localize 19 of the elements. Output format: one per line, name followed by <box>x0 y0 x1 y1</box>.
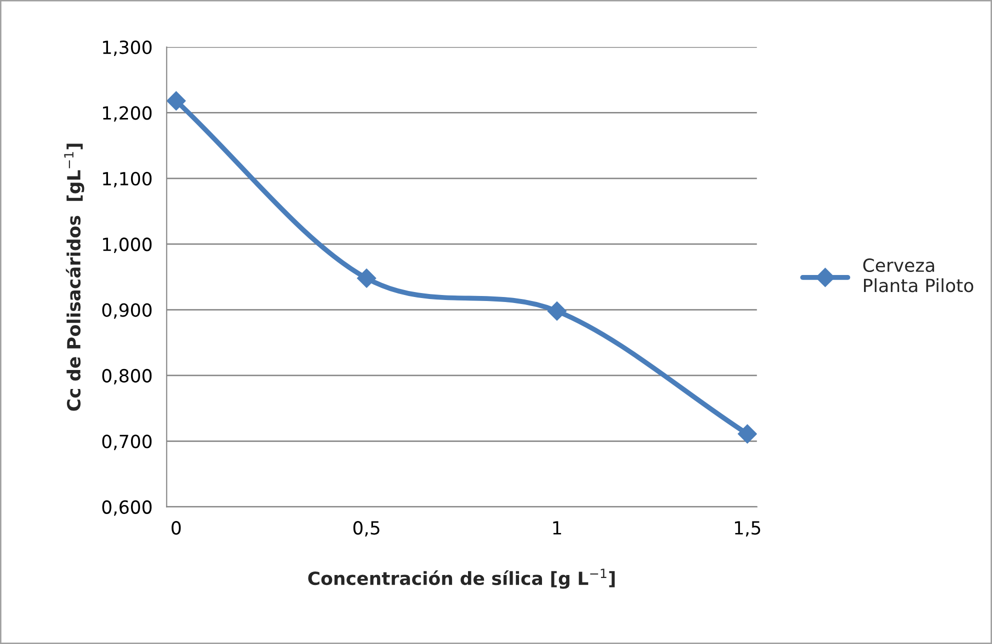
point <box>357 268 376 288</box>
y-tick-label: 1,300 <box>103 40 152 56</box>
x-axis-title: Concentración de sílica [g L$^{−1}$] <box>308 568 615 589</box>
y-tick-label: 1,100 <box>103 172 152 188</box>
x-tick-label: 0 <box>172 521 181 535</box>
y-tick-label: 0,900 <box>102 303 152 319</box>
point <box>547 302 567 321</box>
y-tick-label: 1,000 <box>103 238 152 254</box>
y-tick-label: 0,600 <box>102 500 152 516</box>
x-tick-label: 1 <box>553 521 562 534</box>
y-axis-title: Cc de Polisacáridos [gL$^{−1}$] <box>64 144 84 411</box>
x-tick-label: 0,5 <box>353 521 380 537</box>
y-tick-label: 0,700 <box>102 434 152 450</box>
point <box>166 91 186 110</box>
legend-label: Cerveza Planta Piloto <box>863 258 974 292</box>
y-tick-label: 1,200 <box>103 106 152 122</box>
x-tick-label: 1,5 <box>735 521 760 537</box>
point <box>738 424 757 444</box>
y-tick-label: 0,800 <box>102 368 152 384</box>
